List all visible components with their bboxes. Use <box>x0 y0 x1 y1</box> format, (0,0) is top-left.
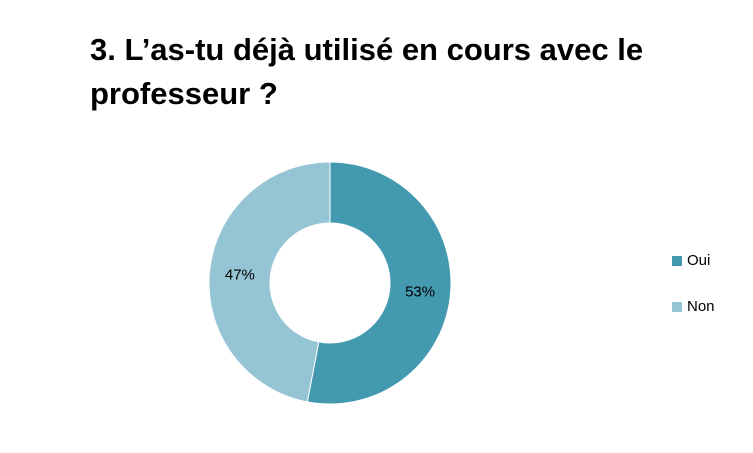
legend-item-non: Non <box>672 296 715 318</box>
labels-group: 53% 47% <box>225 266 435 300</box>
legend-swatch-oui <box>672 256 682 266</box>
legend-item-oui: Oui <box>672 250 715 272</box>
chart-title: 3. L’as-tu déjà utilisé en cours avec le… <box>90 32 644 111</box>
legend-label-oui: Oui <box>687 252 711 269</box>
legend: Oui Non <box>672 250 715 342</box>
slice-non <box>208 161 331 403</box>
data-label-non: 47% <box>225 266 255 283</box>
data-label-oui: 53% <box>405 284 435 301</box>
slice-oui <box>306 161 452 405</box>
legend-label-non: Non <box>687 298 715 315</box>
slices-group <box>208 161 452 405</box>
legend-swatch-non <box>672 302 682 312</box>
